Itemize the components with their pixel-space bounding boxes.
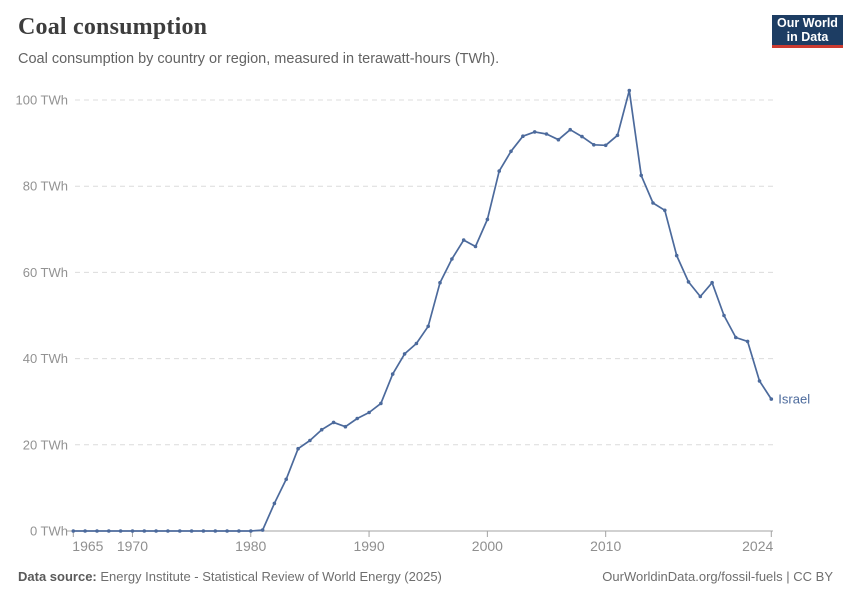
x-axis-tick-label: 2024 — [742, 538, 773, 554]
data-point — [722, 313, 726, 318]
data-point — [166, 529, 170, 533]
data-point — [544, 132, 549, 136]
y-axis-tick-label: 20 TWh — [23, 437, 68, 452]
data-point — [414, 341, 419, 346]
data-point — [734, 335, 738, 340]
data-point — [249, 529, 253, 533]
data-source-text: Energy Institute - Statistical Review of… — [96, 569, 442, 584]
entity-label-israel[interactable]: Israel — [778, 392, 810, 407]
data-point — [260, 528, 265, 532]
data-point — [745, 339, 750, 344]
data-point — [592, 143, 596, 147]
data-point — [189, 529, 194, 533]
data-point — [426, 324, 431, 329]
y-axis-tick-label: 0 TWh — [30, 524, 68, 539]
data-point — [225, 529, 229, 533]
chart-footer: Data source: Energy Institute - Statisti… — [18, 569, 833, 584]
owid-logo-line1: Our World — [777, 16, 838, 30]
data-point — [201, 529, 206, 533]
data-point — [473, 244, 478, 249]
data-point — [213, 529, 218, 533]
data-point — [402, 352, 407, 356]
data-source: Data source: Energy Institute - Statisti… — [18, 569, 442, 584]
x-axis-tick-label: 1980 — [235, 538, 266, 554]
data-point — [107, 529, 111, 533]
data-point — [580, 134, 584, 139]
y-axis-tick-label: 40 TWh — [23, 351, 68, 366]
data-point — [142, 529, 147, 533]
data-point — [556, 137, 561, 142]
x-axis-tick-label: 2000 — [472, 538, 503, 554]
data-point — [674, 253, 679, 258]
x-axis-tick-label: 1990 — [353, 538, 384, 554]
data-point — [83, 529, 87, 533]
data-point — [532, 130, 537, 134]
data-source-label: Data source: — [18, 569, 97, 584]
data-point — [769, 397, 774, 401]
data-point — [390, 372, 395, 376]
y-axis-tick-label: 60 TWh — [23, 265, 68, 280]
chart-title: Coal consumption — [18, 14, 208, 40]
data-point — [461, 238, 466, 242]
data-point — [319, 427, 324, 432]
data-point — [603, 143, 608, 148]
data-point — [710, 280, 714, 285]
data-point — [698, 294, 703, 299]
data-point — [450, 257, 454, 261]
data-point — [296, 446, 300, 451]
data-point — [237, 529, 241, 533]
data-point — [485, 217, 490, 222]
data-point — [568, 127, 572, 132]
data-line-israel — [72, 89, 773, 532]
data-point — [343, 424, 348, 429]
data-point — [757, 379, 762, 383]
owid-logo[interactable]: Our World in Data — [772, 15, 843, 48]
data-point — [331, 420, 336, 425]
data-point — [130, 529, 135, 533]
data-point — [308, 438, 312, 443]
data-point — [686, 280, 691, 284]
data-point — [639, 173, 643, 178]
footer-link[interactable]: OurWorldinData.org/fossil-fuels | CC BY — [602, 569, 833, 584]
data-point — [154, 529, 158, 533]
chart-subtitle: Coal consumption by country or region, m… — [18, 51, 500, 67]
data-point — [438, 280, 442, 285]
data-point — [272, 501, 277, 506]
x-axis-tick-label: 1965 — [72, 538, 103, 554]
y-axis-tick-label: 80 TWh — [23, 179, 68, 194]
data-point — [615, 133, 620, 138]
data-point — [627, 88, 632, 93]
data-point — [118, 529, 123, 533]
data-point — [379, 401, 383, 406]
data-point — [521, 134, 525, 138]
data-point — [355, 416, 360, 421]
data-point — [71, 529, 76, 533]
data-point — [367, 410, 371, 415]
data-point — [284, 477, 289, 482]
data-point — [663, 208, 667, 213]
data-point — [95, 529, 99, 533]
x-axis-tick-label: 2010 — [590, 538, 621, 554]
owid-logo-line2: in Data — [786, 30, 829, 44]
y-axis-tick-label: 100 TWh — [15, 93, 68, 108]
data-point — [651, 201, 655, 205]
data-point — [509, 149, 513, 154]
x-axis-tick-label: 1970 — [117, 538, 148, 554]
data-point — [178, 529, 182, 533]
data-point — [497, 169, 502, 173]
